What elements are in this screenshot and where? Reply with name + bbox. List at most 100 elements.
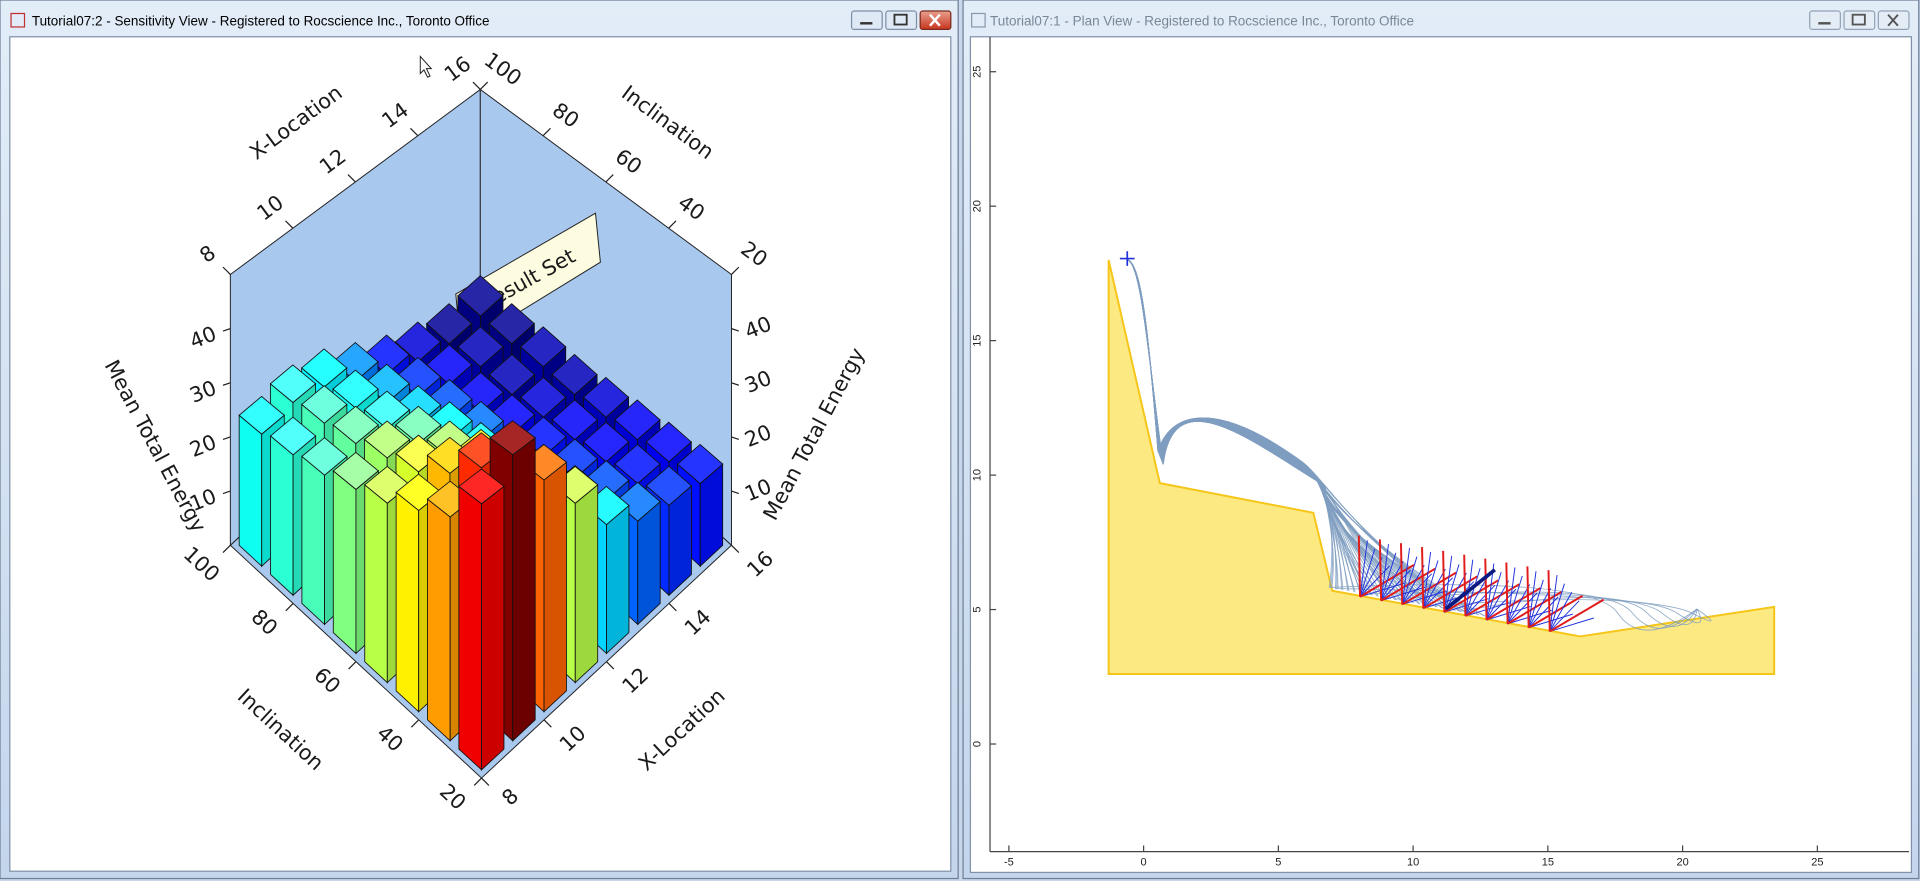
window-left: Tutorial07:2 - Sensitivity View - Regist… bbox=[0, 0, 959, 880]
app-icon bbox=[971, 12, 986, 28]
bar-face bbox=[458, 485, 482, 771]
y-tick bbox=[605, 174, 614, 183]
bar-face bbox=[512, 436, 536, 742]
y-tick bbox=[668, 220, 677, 229]
z-tick bbox=[731, 490, 740, 495]
y-tick bbox=[222, 544, 231, 554]
bar-top bbox=[458, 468, 505, 505]
bar-top bbox=[520, 376, 567, 418]
bar-top bbox=[551, 353, 598, 396]
y-tick-label: 20 bbox=[972, 200, 984, 212]
app-icon bbox=[10, 12, 26, 28]
barriers bbox=[1357, 535, 1605, 633]
bar-face bbox=[238, 414, 263, 568]
barrier-fan bbox=[1380, 552, 1397, 601]
bar-face bbox=[606, 504, 630, 655]
y-tick-label: 5 bbox=[972, 606, 984, 612]
bar-top bbox=[269, 416, 317, 456]
y-tick-label: 0 bbox=[972, 741, 984, 747]
bar-face bbox=[395, 491, 420, 713]
barrier-fan bbox=[1380, 561, 1404, 601]
bar-top bbox=[614, 443, 661, 485]
barrier-fan bbox=[1549, 575, 1558, 632]
bar-top bbox=[551, 399, 598, 441]
x-tick bbox=[410, 127, 419, 137]
barrier-fan bbox=[1464, 576, 1488, 617]
bar-top bbox=[332, 451, 380, 490]
x-tick-label: 0 bbox=[1141, 857, 1147, 869]
bar-top bbox=[332, 405, 379, 445]
bar bbox=[458, 468, 505, 771]
bar-top bbox=[363, 420, 411, 459]
bar-top bbox=[488, 303, 535, 345]
z-tick bbox=[222, 328, 231, 332]
y-tick-label: 10 bbox=[972, 469, 984, 481]
barrier-fan bbox=[1422, 560, 1439, 609]
y-tick-label: 15 bbox=[972, 335, 984, 347]
bar-top bbox=[519, 326, 567, 368]
x-tick-label: 15 bbox=[1542, 857, 1554, 869]
barrier-fan bbox=[1380, 544, 1389, 601]
bar-top bbox=[488, 353, 536, 396]
barrier-fan bbox=[1549, 617, 1594, 632]
barrier-fan bbox=[1486, 571, 1502, 621]
bar-top bbox=[238, 395, 285, 435]
x-tick bbox=[347, 174, 356, 183]
minimize-button[interactable] bbox=[1809, 10, 1841, 31]
bar-top bbox=[300, 348, 348, 388]
trajectories bbox=[1127, 259, 1712, 631]
barrier-fan bbox=[1359, 540, 1368, 597]
bar-top bbox=[332, 369, 379, 409]
barrier-fan bbox=[1549, 583, 1565, 632]
bar-top bbox=[457, 275, 504, 317]
bar-top bbox=[457, 326, 504, 368]
y-tick bbox=[410, 719, 420, 728]
barrier-fan bbox=[1528, 588, 1552, 628]
x-tick bbox=[222, 266, 231, 275]
barrier-fan bbox=[1443, 564, 1460, 613]
bar-top bbox=[489, 420, 536, 456]
bar-face bbox=[364, 483, 388, 684]
bar-face bbox=[543, 461, 567, 713]
barrier bbox=[1442, 550, 1446, 613]
bar-face bbox=[637, 500, 661, 626]
x-tick-label: -5 bbox=[1004, 857, 1014, 869]
minimize-button[interactable] bbox=[850, 10, 883, 31]
barrier bbox=[1399, 543, 1404, 605]
slope bbox=[1107, 259, 1776, 676]
barrier bbox=[1526, 566, 1530, 628]
barrier-fan bbox=[1486, 580, 1509, 621]
z-tick bbox=[222, 490, 231, 495]
barrier-fan bbox=[1401, 556, 1418, 605]
y-tick bbox=[542, 127, 551, 137]
window-right: Tutorial07:1 - Plan View - Registered to… bbox=[962, 0, 1920, 880]
trajectory bbox=[1127, 259, 1339, 590]
y-tick bbox=[479, 81, 489, 90]
bar-top bbox=[425, 303, 473, 345]
z-tick bbox=[731, 382, 740, 386]
barrier-fan bbox=[1507, 575, 1523, 624]
x-tick bbox=[543, 719, 552, 728]
bar-top bbox=[394, 321, 442, 363]
bar-top bbox=[645, 421, 692, 463]
x-tick-label: 20 bbox=[1676, 857, 1688, 869]
barrier bbox=[1421, 547, 1425, 609]
barrier-fan bbox=[1359, 548, 1376, 597]
x-tick bbox=[285, 220, 294, 229]
x-tick bbox=[731, 544, 740, 554]
trajectory bbox=[1127, 259, 1433, 607]
bar-face bbox=[481, 485, 505, 771]
bar-top bbox=[614, 399, 661, 441]
x-tick-label: 5 bbox=[1275, 857, 1281, 869]
bar-top bbox=[582, 376, 630, 418]
y-tick bbox=[348, 661, 357, 670]
x-tick-label: 25 bbox=[1811, 857, 1823, 869]
barrier bbox=[1505, 562, 1509, 624]
barrier-fan bbox=[1528, 579, 1544, 628]
y-tick bbox=[473, 777, 482, 786]
mouse-cursor bbox=[419, 55, 433, 78]
window-title: Tutorial07:1 - Plan View - Registered to… bbox=[990, 14, 1414, 29]
x-tick-label: 10 bbox=[1407, 857, 1419, 869]
bar-top bbox=[676, 443, 724, 485]
